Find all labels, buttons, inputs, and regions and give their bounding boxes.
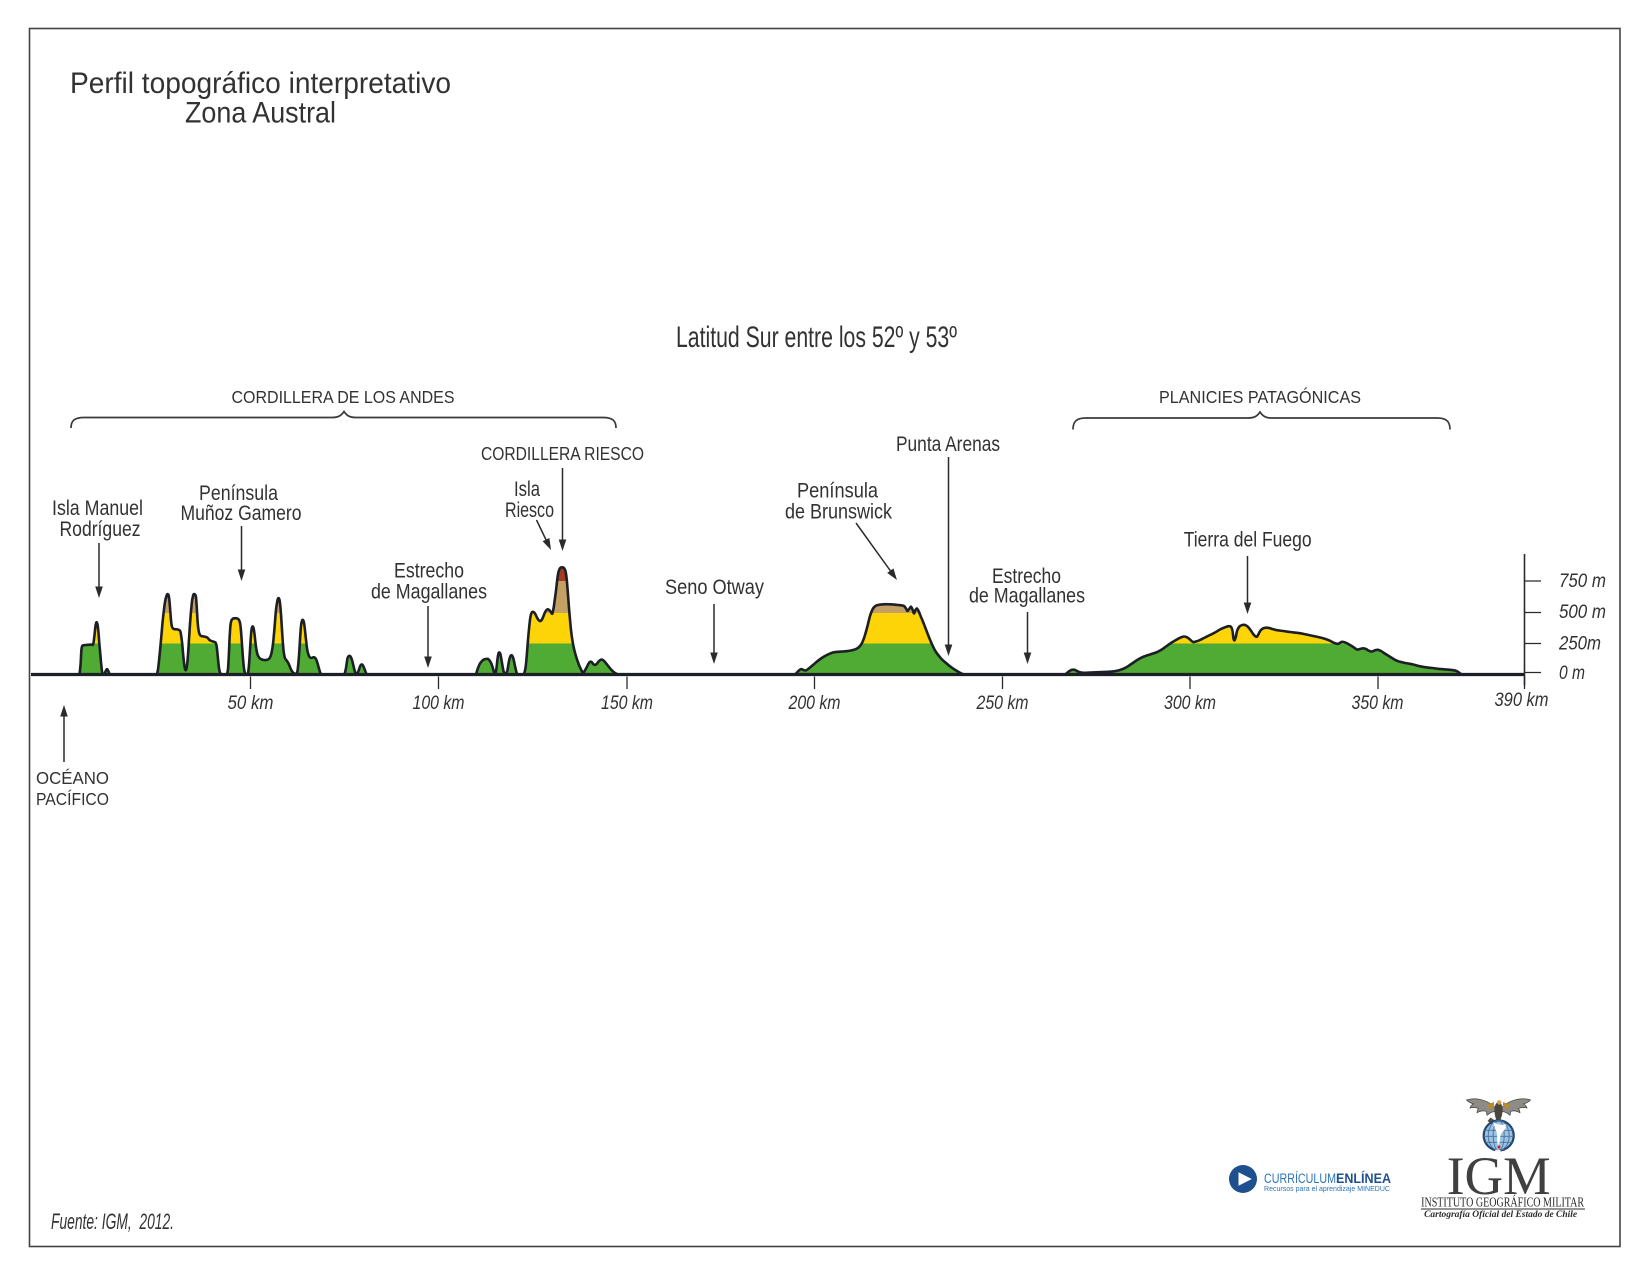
- svg-text:250 km: 250 km: [976, 693, 1029, 714]
- svg-text:ENLÍNEA: ENLÍNEA: [1336, 1171, 1391, 1186]
- svg-text:Riesco: Riesco: [505, 499, 554, 522]
- svg-text:100 km: 100 km: [413, 693, 465, 714]
- svg-text:OCÉANO: OCÉANO: [36, 768, 109, 788]
- svg-text:0 m: 0 m: [1559, 663, 1585, 684]
- svg-text:INSTITUTO GEOGRÁFICO MILITAR: INSTITUTO GEOGRÁFICO MILITAR: [1421, 1195, 1584, 1210]
- svg-text:Isla: Isla: [514, 478, 540, 501]
- svg-text:500 m: 500 m: [1559, 602, 1606, 623]
- svg-text:Seno Otway: Seno Otway: [665, 576, 764, 599]
- svg-text:250m: 250m: [1558, 634, 1601, 655]
- svg-text:Latitud Sur entre los 52º y 53: Latitud Sur entre los 52º y 53º: [676, 321, 957, 354]
- svg-text:Recursos para el aprendizaje M: Recursos para el aprendizaje MINEDUC: [1264, 1184, 1391, 1193]
- svg-text:IGM: IGM: [1447, 1146, 1551, 1206]
- svg-text:Estrecho: Estrecho: [992, 565, 1061, 588]
- svg-text:de Magallanes: de Magallanes: [371, 581, 487, 604]
- svg-text:CURRÍCULUM: CURRÍCULUM: [1264, 1171, 1336, 1186]
- svg-text:Estrecho: Estrecho: [394, 560, 464, 583]
- svg-text:Zona Austral: Zona Austral: [185, 97, 336, 130]
- svg-text:Muñoz Gamero: Muñoz Gamero: [181, 502, 302, 525]
- svg-text:50 km: 50 km: [228, 693, 274, 714]
- svg-text:Perfil topográfico interpretat: Perfil topográfico interpretativo: [70, 67, 451, 100]
- svg-text:Rodríguez: Rodríguez: [60, 518, 141, 541]
- svg-text:390 km: 390 km: [1495, 690, 1549, 711]
- svg-text:CORDILLERA RIESCO: CORDILLERA RIESCO: [481, 443, 644, 464]
- svg-text:350 km: 350 km: [1352, 693, 1404, 714]
- svg-text:de Brunswick: de Brunswick: [785, 501, 892, 524]
- svg-text:CORDILLERA DE LOS ANDES: CORDILLERA DE LOS ANDES: [232, 387, 455, 407]
- svg-text:Fuente: IGM, 2012.: Fuente: IGM, 2012.: [51, 1209, 174, 1234]
- svg-text:Cartografía Oficial del Estado: Cartografía Oficial del Estado de Chile: [1424, 1209, 1577, 1219]
- svg-text:300 km: 300 km: [1164, 693, 1216, 714]
- svg-text:Península: Península: [199, 482, 278, 505]
- svg-text:Península: Península: [797, 480, 878, 503]
- svg-text:PLANICIES PATAGÓNICAS: PLANICIES PATAGÓNICAS: [1159, 386, 1361, 407]
- svg-text:Isla Manuel: Isla Manuel: [52, 497, 143, 520]
- svg-text:200 km: 200 km: [788, 693, 841, 714]
- svg-text:PACÍFICO: PACÍFICO: [36, 789, 109, 809]
- svg-text:Tierra del Fuego: Tierra del Fuego: [1184, 529, 1312, 552]
- svg-text:150 km: 150 km: [601, 693, 653, 714]
- svg-text:Punta Arenas: Punta Arenas: [896, 433, 1000, 456]
- svg-text:750 m: 750 m: [1559, 571, 1606, 592]
- svg-text:de Magallanes: de Magallanes: [969, 585, 1085, 608]
